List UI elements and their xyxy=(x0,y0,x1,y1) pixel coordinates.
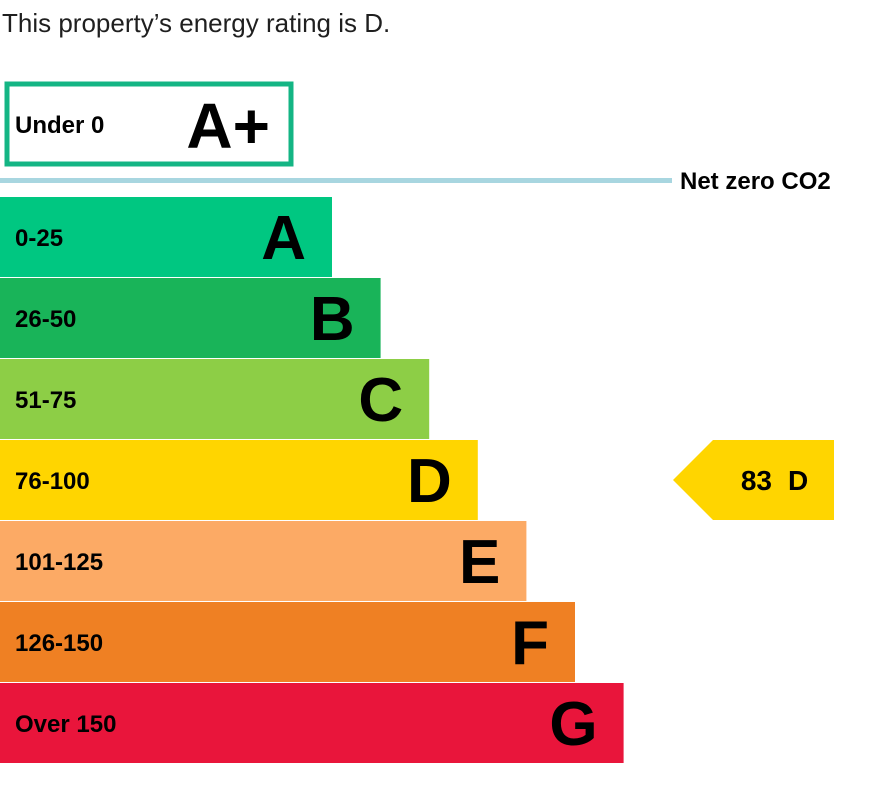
band-b-bar xyxy=(0,278,381,358)
band-d-range: 76-100 xyxy=(15,468,90,495)
rating-bands: 0-25 A 26-50 B 51-75 C 76-100 D 101-125 E 126-150 F… xyxy=(0,197,624,763)
net-zero-label: Net zero CO2 xyxy=(680,168,831,195)
band-b: 26-50 B xyxy=(0,278,381,358)
band-f-bar xyxy=(0,602,575,682)
band-g-range: Over 150 xyxy=(15,711,116,738)
band-c-bar xyxy=(0,359,430,439)
top-band-a-plus: Under 0 A+ xyxy=(4,81,294,167)
top-band-range: Under 0 xyxy=(15,112,104,139)
current-rating-pointer: 83 D xyxy=(673,440,834,520)
band-a: 0-25 A xyxy=(0,197,332,277)
top-band-letter: A+ xyxy=(186,90,270,162)
band-f-letter: F xyxy=(511,609,549,678)
band-d-letter: D xyxy=(407,447,452,516)
band-a-range: 0-25 xyxy=(15,225,63,252)
band-d: 76-100 D xyxy=(0,440,478,520)
band-c: 51-75 C xyxy=(0,359,430,439)
band-e-bar xyxy=(0,521,527,601)
band-e: 101-125 E xyxy=(0,521,527,601)
band-d-bar xyxy=(0,440,478,520)
current-rating-letter: D xyxy=(788,465,808,496)
band-e-range: 101-125 xyxy=(15,549,103,576)
band-f: 126-150 F xyxy=(0,602,575,682)
net-zero-marker: Net zero CO2 xyxy=(0,168,831,195)
band-f-range: 126-150 xyxy=(15,630,103,657)
current-rating-arrow xyxy=(673,440,834,520)
band-g-letter: G xyxy=(549,690,597,759)
band-b-letter: B xyxy=(310,285,355,354)
band-g: Over 150 G xyxy=(0,683,624,763)
band-a-bar xyxy=(0,197,332,277)
band-a-letter: A xyxy=(261,204,306,273)
current-rating-score: 83 xyxy=(741,465,772,496)
band-b-range: 26-50 xyxy=(15,306,76,333)
band-g-bar xyxy=(0,683,624,763)
net-zero-line xyxy=(0,178,672,183)
band-c-letter: C xyxy=(358,366,403,435)
top-band-box xyxy=(4,81,294,167)
band-e-letter: E xyxy=(459,528,500,597)
rating-summary: This property’s energy rating is D. xyxy=(2,8,391,38)
band-c-range: 51-75 xyxy=(15,387,76,414)
